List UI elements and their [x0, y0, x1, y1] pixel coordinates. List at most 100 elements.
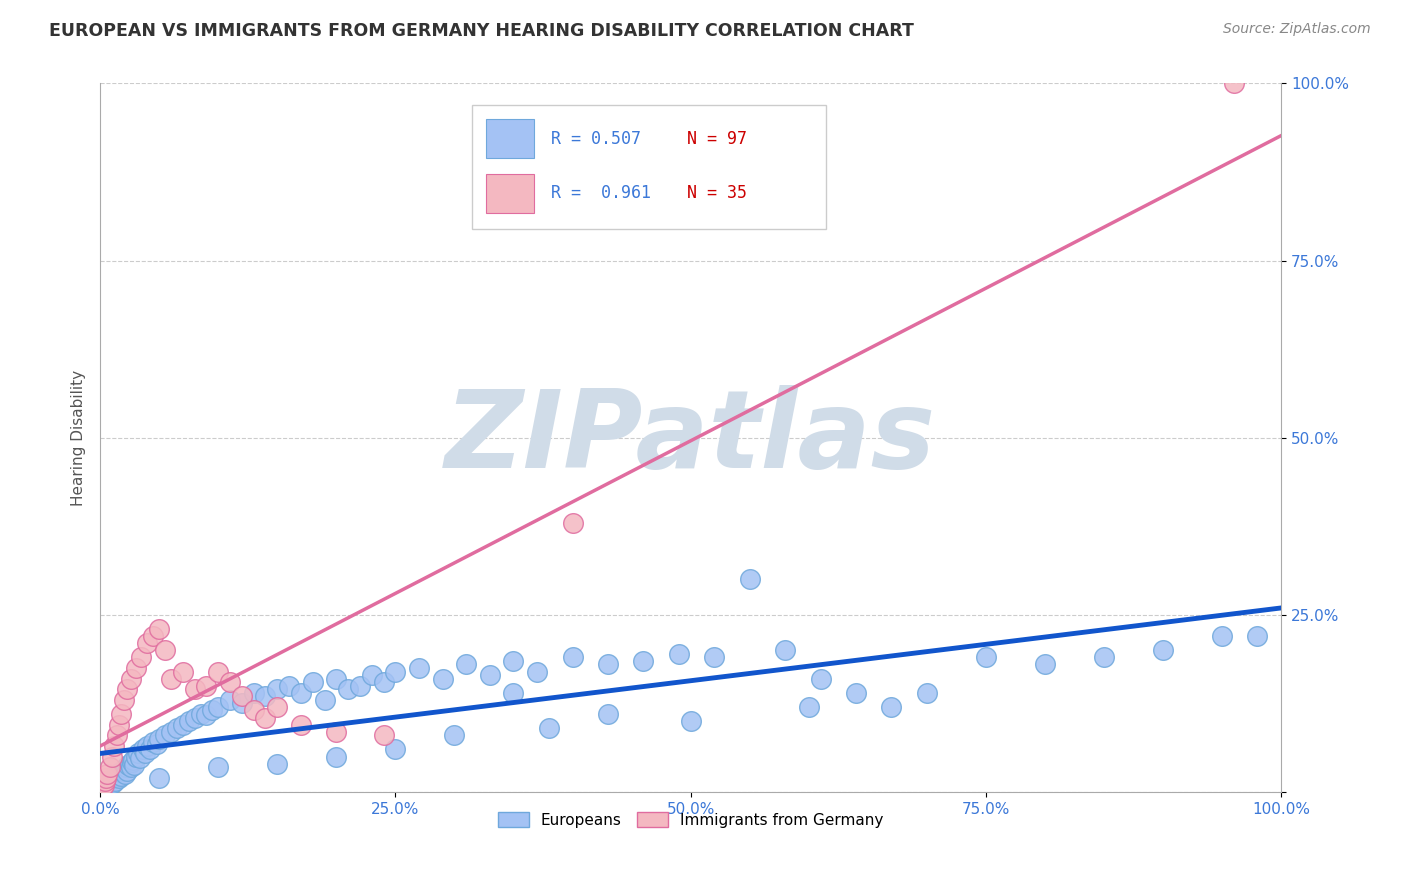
Point — [254, 710, 277, 724]
Point — [183, 682, 205, 697]
Point — [107, 767, 129, 781]
FancyBboxPatch shape — [486, 120, 533, 158]
Point — [138, 742, 160, 756]
Point — [337, 682, 360, 697]
Point — [561, 516, 583, 530]
FancyBboxPatch shape — [472, 104, 827, 228]
Point — [183, 710, 205, 724]
Text: Source: ZipAtlas.com: Source: ZipAtlas.com — [1223, 22, 1371, 37]
Point — [117, 758, 139, 772]
Point — [231, 690, 253, 704]
Point — [325, 749, 347, 764]
Point — [314, 693, 336, 707]
Text: EUROPEAN VS IMMIGRANTS FROM GERMANY HEARING DISABILITY CORRELATION CHART: EUROPEAN VS IMMIGRANTS FROM GERMANY HEAR… — [49, 22, 914, 40]
Point — [974, 650, 997, 665]
Point — [384, 665, 406, 679]
Point — [219, 693, 242, 707]
Point — [373, 728, 395, 742]
Point — [110, 706, 132, 721]
Point — [195, 679, 218, 693]
Point — [668, 647, 690, 661]
Point — [124, 749, 146, 764]
Point — [131, 650, 153, 665]
Point — [153, 728, 176, 742]
Point — [94, 774, 117, 789]
Point — [207, 700, 229, 714]
Point — [121, 755, 143, 769]
Point — [146, 737, 169, 751]
Text: ZIPatlas: ZIPatlas — [446, 384, 936, 491]
Point — [142, 629, 165, 643]
Point — [195, 708, 218, 723]
Point — [325, 724, 347, 739]
Point — [118, 756, 141, 771]
Point — [101, 776, 124, 790]
Point — [797, 700, 820, 714]
Point — [254, 690, 277, 704]
Point — [456, 657, 478, 672]
Point — [278, 679, 301, 693]
Point — [738, 573, 761, 587]
Point — [325, 672, 347, 686]
Point — [633, 654, 655, 668]
Point — [115, 760, 138, 774]
Point — [91, 779, 114, 793]
Point — [596, 657, 619, 672]
Point — [112, 693, 135, 707]
Point — [845, 686, 868, 700]
FancyBboxPatch shape — [486, 174, 533, 213]
Point — [148, 771, 170, 785]
Point — [773, 643, 796, 657]
Point — [1033, 657, 1056, 672]
Point — [112, 762, 135, 776]
Point — [703, 650, 725, 665]
Point — [408, 661, 430, 675]
Point — [219, 675, 242, 690]
Point — [136, 739, 159, 753]
Point — [93, 778, 115, 792]
Point — [108, 772, 131, 786]
Point — [101, 772, 124, 787]
Text: R =  0.961: R = 0.961 — [551, 185, 651, 202]
Point — [96, 767, 118, 781]
Point — [108, 717, 131, 731]
Point — [94, 780, 117, 794]
Point — [91, 781, 114, 796]
Point — [1092, 650, 1115, 665]
Point — [172, 717, 194, 731]
Point — [103, 771, 125, 785]
Point — [242, 704, 264, 718]
Point — [94, 771, 117, 785]
Point — [98, 774, 121, 789]
Point — [679, 714, 702, 728]
Point — [360, 668, 382, 682]
Point — [915, 686, 938, 700]
Point — [100, 777, 122, 791]
Point — [266, 682, 288, 697]
Point — [384, 742, 406, 756]
Point — [172, 665, 194, 679]
Point — [97, 779, 120, 793]
Text: N = 35: N = 35 — [688, 185, 747, 202]
Point — [93, 778, 115, 792]
Point — [231, 697, 253, 711]
Point — [880, 700, 903, 714]
Point — [266, 700, 288, 714]
Point — [810, 672, 832, 686]
Point — [117, 682, 139, 697]
Point — [120, 760, 142, 774]
Y-axis label: Hearing Disability: Hearing Disability — [72, 369, 86, 506]
Point — [190, 706, 212, 721]
Text: R = 0.507: R = 0.507 — [551, 129, 641, 148]
Point — [1152, 643, 1174, 657]
Point — [177, 714, 200, 728]
Point — [373, 675, 395, 690]
Point — [105, 728, 128, 742]
Point — [148, 622, 170, 636]
Point — [526, 665, 548, 679]
Point — [98, 760, 121, 774]
Point — [122, 753, 145, 767]
Point — [166, 721, 188, 735]
Point — [502, 654, 524, 668]
Point — [201, 704, 224, 718]
